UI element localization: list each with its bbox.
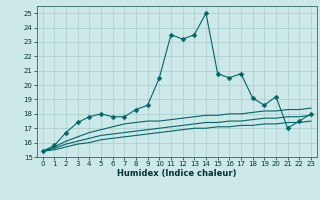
- X-axis label: Humidex (Indice chaleur): Humidex (Indice chaleur): [117, 169, 236, 178]
